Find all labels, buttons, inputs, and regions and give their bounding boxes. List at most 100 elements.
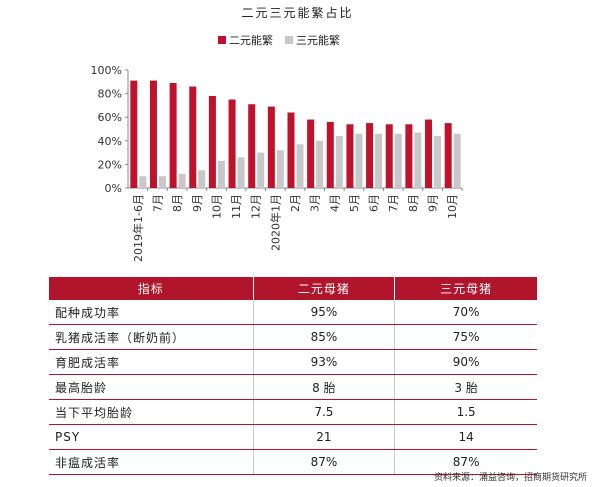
x-tick-label: 10月 xyxy=(446,194,459,219)
table-cell-value: 90% xyxy=(394,349,537,375)
table-cell-value: 93% xyxy=(253,349,396,375)
table-cell-value: 85% xyxy=(253,324,396,350)
bar-series-2 xyxy=(316,140,324,188)
table-row: 非瘟成活率 87% 87% xyxy=(49,449,537,475)
bar-series-1 xyxy=(248,104,256,188)
bar-series-1 xyxy=(267,106,275,188)
y-tick-label: 80% xyxy=(98,88,122,101)
bar-series-2 xyxy=(453,133,461,188)
table-row: 乳猪成活率（断奶前） 85% 75% xyxy=(49,324,537,350)
table-cell-label: 育肥成活率 xyxy=(49,349,254,375)
table-header-indicator: 指标 xyxy=(49,277,254,300)
bar-series-2 xyxy=(296,144,304,188)
bar-series-1 xyxy=(326,121,334,188)
x-tick-label: 5月 xyxy=(348,194,361,212)
bar-series-1 xyxy=(149,80,157,188)
bar-series-2 xyxy=(257,152,265,188)
bar-series-2 xyxy=(237,157,245,188)
legend: 二元能繁 三元能繁 xyxy=(218,32,340,48)
table-cell-value: 3 胎 xyxy=(394,374,537,400)
table-cell-label: 非瘟成活率 xyxy=(49,449,254,475)
bar-series-2 xyxy=(414,132,422,188)
source-note: 资料来源：涌益咨询，招商期货研究所 xyxy=(433,473,587,483)
bar-series-2 xyxy=(198,170,206,188)
legend-item-series-1: 二元能繁 xyxy=(218,32,273,48)
bar-series-2 xyxy=(217,160,225,188)
y-tick-label: 100% xyxy=(91,64,122,77)
table-cell-label: 乳猪成活率（断奶前） xyxy=(49,324,254,350)
x-tick-label: 3月 xyxy=(309,194,322,212)
table-row: 配种成功率 95% 70% xyxy=(49,300,537,325)
table-cell-value: 8 胎 xyxy=(253,374,396,400)
y-tick-label: 20% xyxy=(98,158,122,171)
table-row: PSY 21 14 xyxy=(49,424,537,450)
x-tick-label: 2月 xyxy=(289,194,302,212)
table-cell-value: 95% xyxy=(253,300,396,325)
legend-swatch-series-2 xyxy=(285,36,293,44)
table-cell-value: 1.5 xyxy=(394,399,537,425)
bar-series-1 xyxy=(208,95,216,188)
comparison-table: 指标 二元母猪 三元母猪 配种成功率 95% 70% 乳猪成活率（断奶前） 85% 75%… xyxy=(49,277,537,475)
bar-series-1 xyxy=(307,119,315,188)
table-row: 育肥成活率 93% 90% xyxy=(49,349,537,375)
table-header-binary-sow: 二元母猪 xyxy=(253,277,396,300)
table-cell-value: 87% xyxy=(394,449,537,475)
x-tick-label: 11月 xyxy=(230,194,243,219)
table-cell-value: 14 xyxy=(394,424,537,450)
x-tick-label: 2019年1-6月 xyxy=(131,194,145,262)
table-cell-value: 87% xyxy=(253,449,396,475)
bar-series-2 xyxy=(178,173,186,188)
table-cell-label: 配种成功率 xyxy=(49,300,254,325)
bar-series-2 xyxy=(139,176,147,188)
x-tick-label: 8月 xyxy=(171,194,184,212)
y-tick-label: 60% xyxy=(98,111,122,124)
x-tick-label: 9月 xyxy=(191,194,204,212)
bar-chart: 0% 20% 40% 60% 80% 100% 2019年1-6月 7月 8月 9月 10月 11月 1… xyxy=(91,64,463,262)
bar-series-1 xyxy=(169,82,177,188)
table-cell-value: 70% xyxy=(394,300,537,325)
table-header-row: 指标 二元母猪 三元母猪 xyxy=(49,277,537,300)
bar-series-1 xyxy=(130,80,138,188)
legend-swatch-series-1 xyxy=(218,36,226,44)
x-tick-label: 10月 xyxy=(210,194,223,219)
bar-series-1 xyxy=(189,86,197,188)
table-cell-label: 当下平均胎龄 xyxy=(49,399,254,425)
bar-series-2 xyxy=(394,133,402,188)
x-tick-label: 9月 xyxy=(427,194,440,212)
table-cell-value: 75% xyxy=(394,324,537,350)
bar-series-2 xyxy=(276,150,284,188)
bar-series-2 xyxy=(158,176,166,188)
x-tick-label: 12月 xyxy=(250,194,263,219)
table-cell-value: 21 xyxy=(253,424,396,450)
table-row: 当下平均胎龄 7.5 1.5 xyxy=(49,399,537,425)
bar-series-1 xyxy=(366,123,374,188)
bar-series-2 xyxy=(335,136,343,188)
y-tick-label: 0% xyxy=(105,182,122,195)
x-tick-label: 4月 xyxy=(328,194,341,212)
bar-series-2 xyxy=(434,136,442,188)
bar-series-2 xyxy=(375,133,383,188)
table-cell-label: PSY xyxy=(49,424,254,450)
x-tick-label: 8月 xyxy=(407,194,420,212)
bar-series-1 xyxy=(228,99,236,188)
bar-series-1 xyxy=(287,112,295,188)
x-tick-label: 2020年1月 xyxy=(268,194,282,251)
table-header-ternary-sow: 三元母猪 xyxy=(394,277,537,300)
legend-label-series-2: 三元能繁 xyxy=(296,34,340,47)
bar-series-1 xyxy=(346,124,354,188)
bar-series-1 xyxy=(405,124,413,188)
bar-series-1 xyxy=(385,124,393,188)
bar-series-2 xyxy=(355,133,363,188)
chart-title: 二元三元能繁占比 xyxy=(241,6,354,20)
bar-series-1 xyxy=(425,119,433,188)
legend-item-series-2: 三元能繁 xyxy=(285,32,340,48)
bar-series-1 xyxy=(444,123,452,188)
x-tick-label: 7月 xyxy=(387,194,400,212)
table-cell-label: 最高胎龄 xyxy=(49,374,254,400)
x-tick-label: 7月 xyxy=(151,194,164,212)
table-cell-value: 7.5 xyxy=(253,399,396,425)
y-tick-label: 40% xyxy=(98,135,122,148)
legend-label-series-1: 二元能繁 xyxy=(229,34,273,47)
x-tick-label: 6月 xyxy=(368,194,381,212)
